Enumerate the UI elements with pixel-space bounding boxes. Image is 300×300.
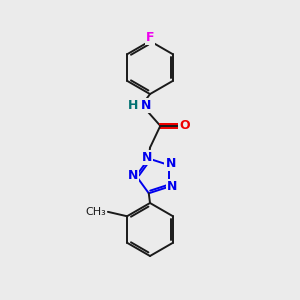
Text: O: O: [179, 119, 190, 132]
Text: N: N: [167, 180, 177, 193]
Text: H: H: [128, 99, 139, 112]
Text: CH₃: CH₃: [86, 207, 106, 217]
Text: N: N: [166, 157, 176, 170]
Text: F: F: [146, 31, 154, 44]
Text: N: N: [128, 169, 138, 182]
Text: N: N: [141, 99, 152, 112]
Text: N: N: [142, 151, 152, 164]
